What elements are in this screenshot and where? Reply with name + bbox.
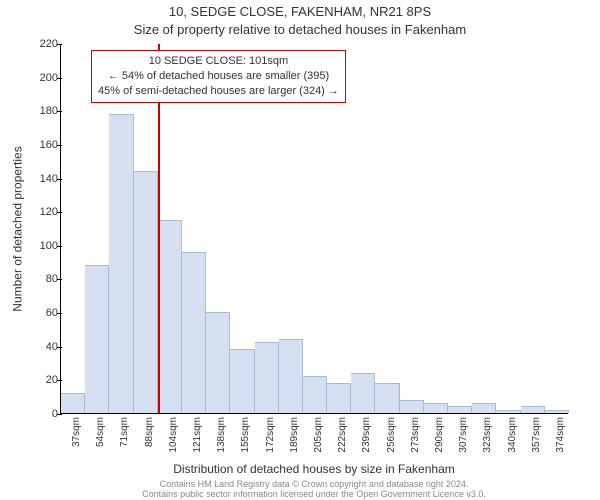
y-tick: 220 [28, 38, 61, 50]
y-tick: 80 [28, 273, 61, 285]
histogram-bar [206, 312, 230, 413]
histogram-bar [448, 406, 472, 413]
y-tick: 20 [28, 374, 61, 386]
histogram-bar [85, 265, 109, 413]
x-tick: 37sqm [71, 417, 82, 447]
histogram-plot: 10 SEDGE CLOSE: 101sqm← 54% of detached … [60, 44, 568, 414]
histogram-bar [545, 410, 569, 413]
x-tick: 290sqm [434, 417, 445, 453]
x-tick: 222sqm [337, 417, 348, 453]
x-tick: 273sqm [410, 417, 421, 453]
histogram-bar [375, 383, 399, 413]
annotation-line: 10 SEDGE CLOSE: 101sqm [98, 54, 339, 69]
histogram-bar [400, 400, 424, 413]
annotation-box: 10 SEDGE CLOSE: 101sqm← 54% of detached … [91, 50, 346, 103]
histogram-bar [521, 406, 545, 413]
y-axis-label: Number of detached properties [10, 44, 26, 414]
histogram-bar [61, 393, 85, 413]
x-tick: 374sqm [555, 417, 566, 453]
y-tick: 140 [28, 173, 61, 185]
x-tick: 189sqm [289, 417, 300, 453]
histogram-bar [351, 373, 375, 413]
x-tick: 340sqm [507, 417, 518, 453]
y-tick: 160 [28, 139, 61, 151]
x-tick: 104sqm [168, 417, 179, 453]
histogram-bar [279, 339, 303, 413]
histogram-bar [255, 342, 279, 413]
y-tick: 60 [28, 307, 61, 319]
x-tick: 256sqm [386, 417, 397, 453]
y-tick: 0 [28, 408, 61, 420]
x-axis-label: Distribution of detached houses by size … [60, 462, 568, 476]
x-tick: 307sqm [458, 417, 469, 453]
x-tick: 205sqm [313, 417, 324, 453]
x-tick: 71sqm [119, 417, 130, 447]
page-title: 10, SEDGE CLOSE, FAKENHAM, NR21 8PS [0, 4, 600, 19]
y-tick: 40 [28, 341, 61, 353]
y-tick: 180 [28, 105, 61, 117]
x-tick: 155sqm [240, 417, 251, 453]
footer-line-2: Contains public sector information licen… [60, 490, 568, 500]
x-tick: 357sqm [531, 417, 542, 453]
histogram-bar [109, 114, 133, 413]
footer-attribution: Contains HM Land Registry data © Crown c… [60, 480, 568, 500]
page-subtitle: Size of property relative to detached ho… [0, 22, 600, 37]
x-tick: 323sqm [482, 417, 493, 453]
histogram-bar [303, 376, 327, 413]
annotation-line: ← 54% of detached houses are smaller (39… [98, 69, 339, 84]
y-tick: 120 [28, 206, 61, 218]
x-tick: 138sqm [216, 417, 227, 453]
x-tick: 88sqm [144, 417, 155, 447]
histogram-bar [472, 403, 496, 413]
histogram-bar [182, 252, 206, 413]
y-tick: 200 [28, 72, 61, 84]
annotation-line: 45% of semi-detached houses are larger (… [98, 84, 339, 99]
y-tick: 100 [28, 240, 61, 252]
x-tick: 239sqm [361, 417, 372, 453]
x-tick: 172sqm [265, 417, 276, 453]
x-tick: 121sqm [192, 417, 203, 453]
histogram-bar [158, 220, 182, 413]
histogram-bar [424, 403, 448, 413]
x-tick: 54sqm [95, 417, 106, 447]
histogram-bar [134, 171, 158, 413]
histogram-bar [327, 383, 351, 413]
histogram-bar [230, 349, 254, 413]
histogram-bar [496, 410, 520, 413]
